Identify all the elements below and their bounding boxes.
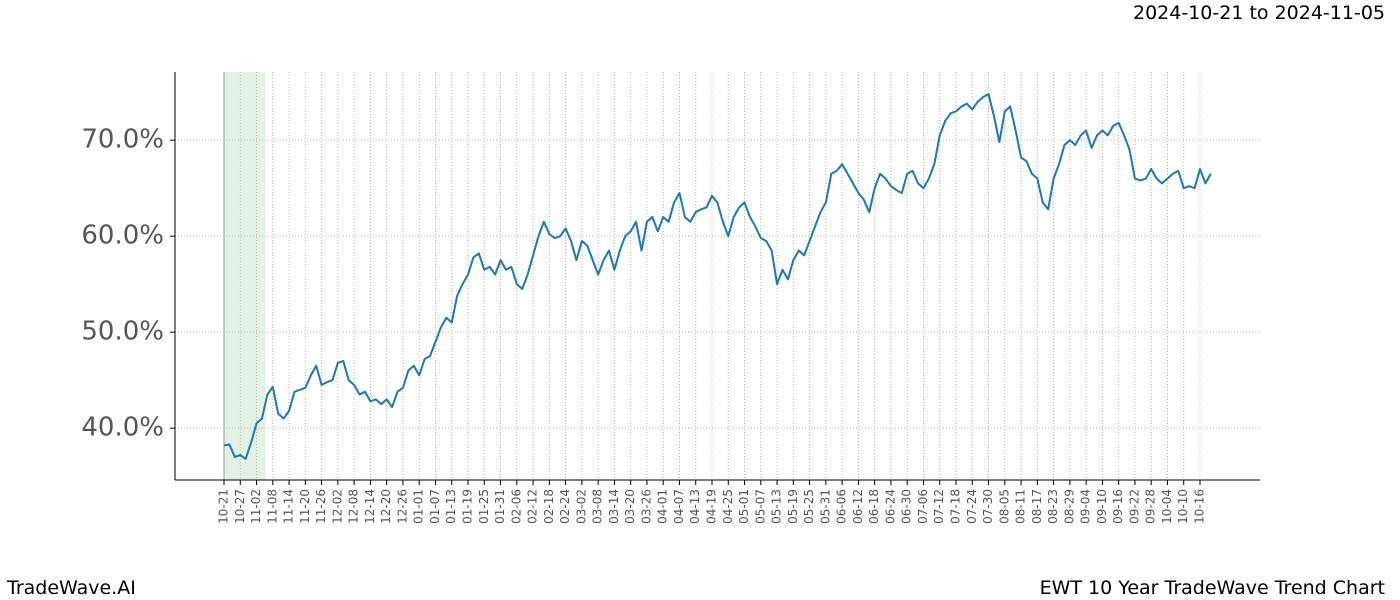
x-tick-label: 12-14 <box>363 489 377 524</box>
x-tick-label: 12-02 <box>330 489 344 524</box>
x-tick-label: 11-20 <box>298 489 312 524</box>
x-tick-label: 06-18 <box>867 489 881 524</box>
x-tick-label: 04-13 <box>688 489 702 524</box>
x-tick-label: 03-20 <box>623 489 637 524</box>
x-tick-label: 10-10 <box>1176 489 1190 524</box>
x-tick-label: 05-19 <box>786 489 800 524</box>
x-tick-label: 02-24 <box>558 489 572 524</box>
x-tick-label: 10-04 <box>1160 489 1174 524</box>
x-tick-label: 01-19 <box>461 489 475 524</box>
plot <box>223 93 1212 460</box>
x-tick-label: 06-24 <box>883 489 897 524</box>
x-tick-label: 05-07 <box>753 489 767 524</box>
x-tick-label: 03-26 <box>639 489 653 524</box>
x-tick-label: 01-13 <box>444 489 458 524</box>
x-tick-label: 02-06 <box>509 489 523 524</box>
x-tick-label: 11-14 <box>282 489 296 524</box>
x-tick-label: 04-01 <box>656 489 670 524</box>
x-tick-label: 10-27 <box>233 489 247 524</box>
x-tick-label: 01-31 <box>493 489 507 524</box>
x-tick-label: 08-17 <box>1030 489 1044 524</box>
brand: TradeWave.AI <box>6 577 136 599</box>
x-tick-label: 11-02 <box>249 489 263 524</box>
x-tick-label: 05-13 <box>770 489 784 524</box>
x-tick-label: 08-23 <box>1046 489 1060 524</box>
x-tick-label: 05-01 <box>737 489 751 524</box>
chart-title: EWT 10 Year TradeWave Trend Chart <box>1040 577 1385 599</box>
x-tick-label: 12-08 <box>347 489 361 524</box>
x-tick-label: 07-18 <box>949 489 963 524</box>
x-tick-label: 07-06 <box>916 489 930 524</box>
y-tick-label: 60.0% <box>81 221 164 251</box>
x-tick-label: 09-28 <box>1144 489 1158 524</box>
trend-line <box>223 93 1212 460</box>
x-tick-label: 09-10 <box>1095 489 1109 524</box>
date-range: 2024-10-21 to 2024-11-05 <box>1133 2 1385 24</box>
x-tick-label: 01-25 <box>477 489 491 524</box>
x-tick-label: 04-19 <box>705 489 719 524</box>
x-tick-label: 12-20 <box>379 489 393 524</box>
x-tick-label: 05-31 <box>818 489 832 524</box>
x-tick-label: 09-16 <box>1111 489 1125 524</box>
x-tick-label: 01-01 <box>412 489 426 524</box>
highlight-span <box>224 72 265 480</box>
y-tick-label: 50.0% <box>81 317 164 347</box>
x-tick-label: 10-16 <box>1193 489 1207 524</box>
x-tick-label: 01-07 <box>428 489 442 524</box>
x-tick-label: 08-05 <box>997 489 1011 524</box>
x-tick-label: 06-12 <box>851 489 865 524</box>
x-tick-label: 05-25 <box>802 489 816 524</box>
x-tick-label: 07-30 <box>981 489 995 524</box>
y-tick-label: 40.0% <box>81 413 164 443</box>
x-tick-label: 03-08 <box>591 489 605 524</box>
x-tick-label: 10-21 <box>217 489 231 524</box>
x-tick-label: 04-25 <box>721 489 735 524</box>
x-tick-label: 11-08 <box>265 489 279 524</box>
x-tick-label: 06-30 <box>900 489 914 524</box>
x-tick-label: 04-07 <box>672 489 686 524</box>
y-tick-label: 70.0% <box>81 125 164 155</box>
x-tick-label: 02-12 <box>526 489 540 524</box>
grid: 40.0% 50.0% 60.0% 70.0% 10-21 10-27 11-02 11-08… <box>81 72 1260 524</box>
x-tick-label: 12-26 <box>395 489 409 524</box>
x-tick-label: 06-06 <box>835 489 849 524</box>
x-tick-label: 07-24 <box>965 489 979 524</box>
x-tick-label: 08-11 <box>1014 489 1028 524</box>
x-tick-label: 09-04 <box>1079 489 1093 524</box>
x-tick-label: 09-22 <box>1127 489 1141 524</box>
x-tick-label: 02-18 <box>542 489 556 524</box>
x-tick-label: 03-02 <box>574 489 588 524</box>
x-tick-label: 07-12 <box>932 489 946 524</box>
x-tick-label: 03-14 <box>607 489 621 524</box>
x-tick-label: 08-29 <box>1062 489 1076 524</box>
x-tick-label: 11-26 <box>314 489 328 524</box>
